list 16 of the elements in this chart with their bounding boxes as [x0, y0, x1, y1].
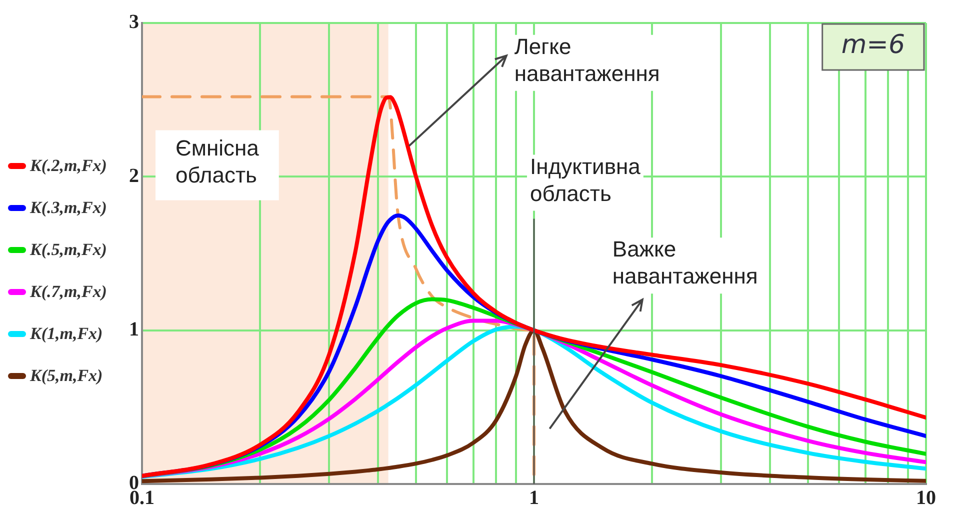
x-tick-label: 1	[529, 487, 539, 510]
y-tick-label: 3	[129, 11, 139, 34]
legend-label: K(.7,m,Fx)	[30, 282, 107, 302]
legend-label: K(5,m,Fx)	[30, 366, 103, 386]
y-tick-label: 1	[129, 318, 139, 341]
ref-line-label: Індуктивна область	[530, 154, 642, 206]
legend-label: K(.5,m,Fx)	[30, 240, 107, 260]
legend-label: K(1,m,Fx)	[30, 324, 103, 344]
annotation: Важке навантаження	[612, 236, 758, 289]
y-tick-label: 2	[129, 164, 139, 187]
legend-label: K(.2,m,Fx)	[30, 156, 107, 176]
legend-label: K(.3,m,Fx)	[30, 198, 107, 218]
x-tick-label: 10	[916, 487, 936, 510]
band-label: Ємнісна область	[176, 135, 260, 188]
annotation: Легке навантаження	[514, 34, 660, 86]
annotation: m=6	[841, 30, 905, 60]
